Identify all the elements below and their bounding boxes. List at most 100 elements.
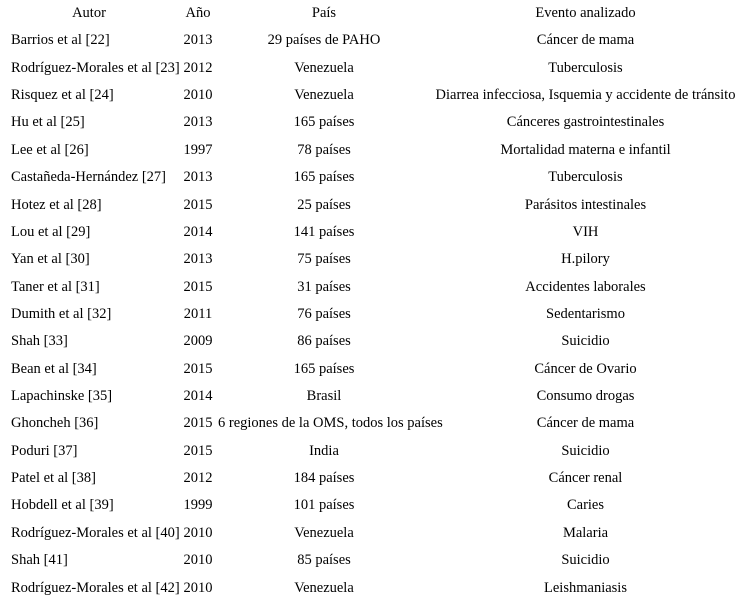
pais-cell: 165 países xyxy=(293,114,355,131)
evento-cell: Mortalidad materna e infantil xyxy=(500,141,671,158)
pais-cell: 75 países xyxy=(297,251,351,268)
pais-cell: 85 países xyxy=(297,552,351,569)
pais-cell: 78 países xyxy=(297,141,351,158)
autor-cell: Rodríguez-Morales et al [40] xyxy=(11,524,180,541)
evento-cell: Parásitos intestinales xyxy=(524,196,647,213)
pais-cell: Brasil xyxy=(306,388,342,405)
table-row: Yan et al [30] 2013 75 países H.pilory xyxy=(0,246,741,273)
ano-cell: 2011 xyxy=(183,305,213,322)
ano-cell: 2014 xyxy=(183,223,213,240)
autor-cell: Dumith et al [32] xyxy=(11,305,112,322)
ano-cell: 2013 xyxy=(183,114,213,131)
ano-cell: 1997 xyxy=(183,141,213,158)
autor-cell: Shah [33] xyxy=(11,333,68,350)
ano-cell: 2010 xyxy=(183,524,213,541)
pais-cell: Venezuela xyxy=(294,524,354,541)
ano-cell: 2013 xyxy=(183,169,213,186)
autor-cell: Rodríguez-Morales et al [23] xyxy=(11,59,180,76)
autor-cell: Patel et al [38] xyxy=(11,470,96,487)
pais-cell: 165 países xyxy=(293,360,355,377)
ano-cell: 2010 xyxy=(183,579,213,596)
evento-cell: Tuberculosis xyxy=(548,169,623,186)
table-row: Poduri [37] 2015 India Suicidio xyxy=(0,438,741,465)
autor-cell: Barrios et al [22] xyxy=(11,32,110,49)
autor-cell: Castañeda-Hernández [27] xyxy=(11,169,166,186)
autor-cell: Taner et al [31] xyxy=(11,278,100,295)
ano-cell: 2015 xyxy=(183,442,213,459)
autor-cell: Ghoncheh [36] xyxy=(11,415,99,432)
evento-cell: Tuberculosis xyxy=(548,59,623,76)
table-row: Hu et al [25] 2013 165 países Cánceres gast… xyxy=(0,109,741,136)
table-row: Barrios et al [22] 2013 29 países de PAHO C… xyxy=(0,27,741,54)
evento-cell: Suicidio xyxy=(561,552,610,569)
column-header-pais: País xyxy=(311,5,337,21)
ano-cell: 2010 xyxy=(183,552,213,569)
ano-cell: 2010 xyxy=(183,87,213,104)
pais-cell: Venezuela xyxy=(294,579,354,596)
table-row: Lee et al [26] 1997 78 países Mortalidad ma… xyxy=(0,137,741,164)
ano-cell: 2013 xyxy=(183,32,213,49)
table-row: Risquez et al [24] 2010 Venezuela Diarrea i… xyxy=(0,82,741,109)
table-row: Bean et al [34] 2015 165 países Cáncer de O… xyxy=(0,356,741,383)
autor-cell: Rodríguez-Morales et al [42] xyxy=(11,579,180,596)
pais-cell: 6 regiones de la OMS, todos los países xyxy=(218,415,443,432)
evento-cell: Suicidio xyxy=(561,333,610,350)
table-row: Hobdell et al [39] 1999 101 países Caries xyxy=(0,492,741,519)
evento-cell: Leishmaniasis xyxy=(544,579,627,596)
column-header-ano: Año xyxy=(185,5,211,21)
ano-cell: 2015 xyxy=(183,278,213,295)
table-row: Rodríguez-Morales et al [23] 2012 Venezuel… xyxy=(0,55,741,82)
evento-cell: Cáncer de Ovario xyxy=(534,360,637,377)
column-header-autor: Autor xyxy=(72,5,106,21)
autor-cell: Poduri [37] xyxy=(11,442,78,459)
table-row: Ghoncheh [36] 2015 6 regiones de la OMS, t… xyxy=(0,410,741,437)
table-row: Lou et al [29] 2014 141 países VIH xyxy=(0,219,741,246)
table-body: Barrios et al [22] 2013 29 países de PAHO C… xyxy=(0,27,741,602)
evento-cell: Cáncer de mama xyxy=(536,32,635,49)
evento-cell: Cáncer renal xyxy=(548,470,623,487)
pais-cell: India xyxy=(309,442,339,459)
table-row: Rodríguez-Morales et al [40] 2010 Venezuel… xyxy=(0,520,741,547)
pais-cell: 184 países xyxy=(293,470,355,487)
table-row: Taner et al [31] 2015 31 países Accidentes … xyxy=(0,274,741,301)
ano-cell: 2012 xyxy=(183,59,213,76)
evento-cell: H.pilory xyxy=(561,251,610,268)
autor-cell: Lou et al [29] xyxy=(11,223,91,240)
pais-cell: 31 países xyxy=(297,278,351,295)
evento-cell: Consumo drogas xyxy=(536,388,635,405)
pais-cell: 101 países xyxy=(293,497,355,514)
pais-cell: 76 países xyxy=(297,305,351,322)
table-row: Patel et al [38] 2012 184 países Cáncer ren… xyxy=(0,465,741,492)
ano-cell: 1999 xyxy=(183,497,213,514)
ano-cell: 2012 xyxy=(183,470,213,487)
table-row: Shah [33] 2009 86 países Suicidio xyxy=(0,328,741,355)
evento-cell: Suicidio xyxy=(561,442,610,459)
autor-cell: Yan et al [30] xyxy=(11,251,90,268)
evento-cell: Sedentarismo xyxy=(546,305,625,322)
column-header-evento: Evento analizado xyxy=(535,5,636,21)
pais-cell: 25 países xyxy=(297,196,351,213)
table-row: Dumith et al [32] 2011 76 países Sedentaris… xyxy=(0,301,741,328)
pais-cell: Venezuela xyxy=(294,59,354,76)
ano-cell: 2015 xyxy=(183,360,213,377)
autor-cell: Hotez et al [28] xyxy=(11,196,102,213)
table-row: Hotez et al [28] 2015 25 países Parásitos i… xyxy=(0,192,741,219)
autor-cell: Lapachinske [35] xyxy=(11,388,113,405)
autor-cell: Hu et al [25] xyxy=(11,114,85,131)
ano-cell: 2015 xyxy=(183,196,213,213)
evento-cell: Cáncer de mama xyxy=(536,415,635,432)
evento-cell: Caries xyxy=(566,497,605,514)
evento-cell: Diarrea infecciosa, Isquemia y accidente… xyxy=(435,87,736,104)
table-row: Shah [41] 2010 85 países Suicidio xyxy=(0,547,741,574)
table-header-row: Autor Año País Evento analizado xyxy=(0,0,741,27)
table-row: Rodríguez-Morales et al [42] 2010 Venezuel… xyxy=(0,575,741,602)
evento-cell: Cánceres gastrointestinales xyxy=(506,114,665,131)
pais-cell: 29 países de PAHO xyxy=(267,32,381,49)
autor-cell: Risquez et al [24] xyxy=(11,87,114,104)
autor-cell: Hobdell et al [39] xyxy=(11,497,114,514)
ano-cell: 2013 xyxy=(183,251,213,268)
pais-cell: 141 países xyxy=(293,223,355,240)
table-row: Castañeda-Hernández [27] 2013 165 países Tu… xyxy=(0,164,741,191)
pais-cell: 86 países xyxy=(297,333,351,350)
evento-cell: VIH xyxy=(572,223,599,240)
